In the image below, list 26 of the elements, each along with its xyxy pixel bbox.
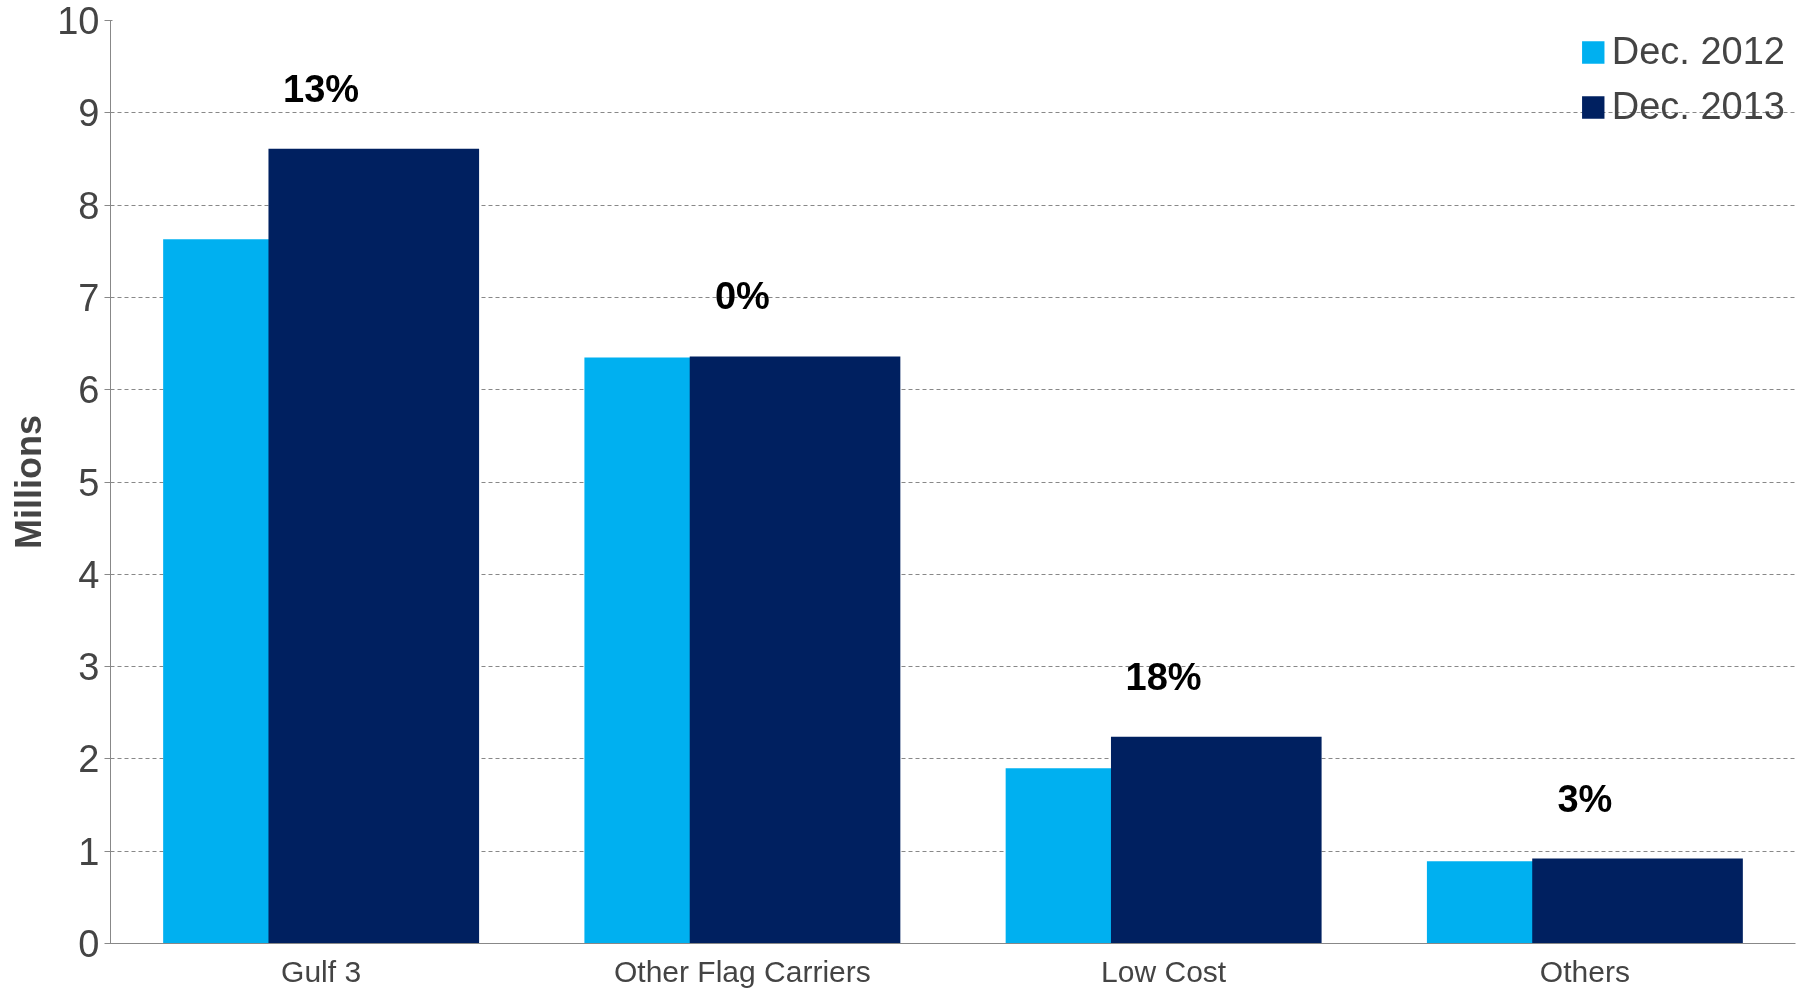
- legend-label: Dec. 2013: [1611, 85, 1785, 128]
- annotation: 13%: [283, 67, 360, 110]
- y-axis-title: Millions: [8, 415, 50, 549]
- y-tick-label: 1: [78, 830, 100, 873]
- x-tick-label: Gulf 3: [281, 954, 362, 988]
- y-tick-label: 8: [78, 184, 100, 227]
- bar: [1110, 736, 1322, 944]
- bar: [689, 356, 901, 944]
- bar: [1532, 858, 1743, 944]
- bar: [268, 148, 480, 944]
- y-tick-label: 3: [78, 646, 100, 689]
- y-tick-label: 5: [78, 461, 100, 504]
- y-tick-label: 0: [78, 923, 100, 965]
- x-tick-label: Low Cost: [1101, 954, 1227, 988]
- x-tick-label: Other Flag Carriers: [614, 954, 871, 988]
- legend-label: Dec. 2012: [1611, 30, 1785, 73]
- y-tick-label: 6: [78, 369, 100, 412]
- y-tick-label: 2: [78, 738, 100, 781]
- x-tick-label: Others: [1539, 954, 1630, 988]
- y-tick-label: 4: [78, 553, 100, 596]
- y-tick-label: 10: [57, 0, 100, 42]
- y-tick-label: 9: [78, 92, 100, 135]
- annotation: 18%: [1125, 655, 1202, 698]
- annotation: 3%: [1557, 777, 1613, 820]
- annotation: 0%: [714, 275, 770, 318]
- y-tick-label: 7: [78, 276, 100, 319]
